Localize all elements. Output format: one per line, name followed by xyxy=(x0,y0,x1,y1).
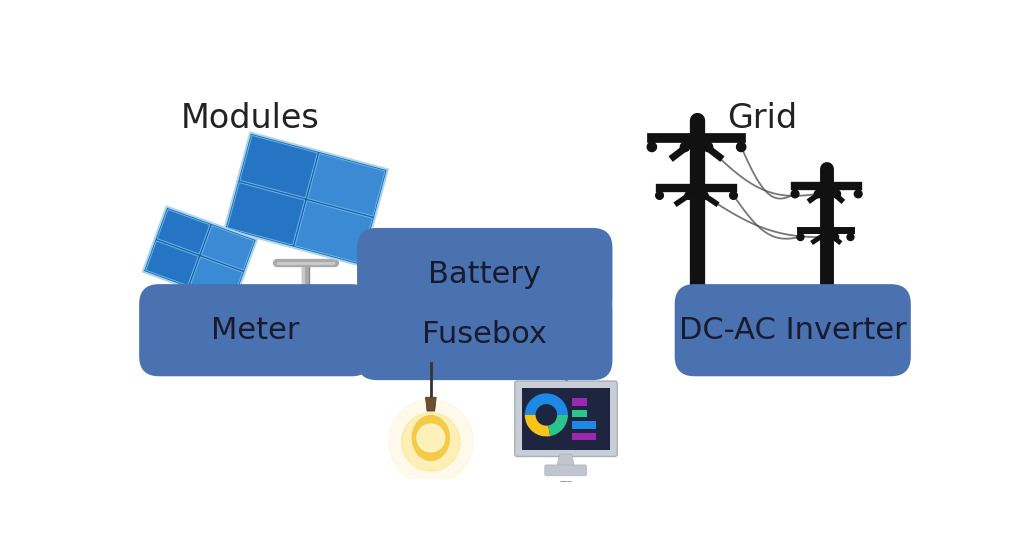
FancyBboxPatch shape xyxy=(139,284,372,376)
Polygon shape xyxy=(196,292,202,318)
Polygon shape xyxy=(202,225,254,270)
FancyBboxPatch shape xyxy=(571,421,596,429)
Polygon shape xyxy=(189,257,243,302)
Circle shape xyxy=(854,190,862,198)
Text: Battery: Battery xyxy=(428,259,542,288)
Polygon shape xyxy=(224,132,388,266)
Circle shape xyxy=(401,413,460,471)
Polygon shape xyxy=(301,261,309,306)
Circle shape xyxy=(833,190,841,198)
FancyBboxPatch shape xyxy=(571,409,587,417)
Circle shape xyxy=(792,190,799,198)
Circle shape xyxy=(831,233,839,240)
Text: DC-AC Inverter: DC-AC Inverter xyxy=(679,316,906,345)
Circle shape xyxy=(847,233,854,240)
Text: Meter: Meter xyxy=(211,316,300,345)
Polygon shape xyxy=(295,201,373,263)
FancyBboxPatch shape xyxy=(357,288,612,380)
Polygon shape xyxy=(307,153,385,216)
Circle shape xyxy=(730,192,737,199)
Circle shape xyxy=(685,192,692,199)
Text: Fusebox: Fusebox xyxy=(422,320,547,349)
Text: ___: ___ xyxy=(559,473,572,483)
Circle shape xyxy=(700,192,708,199)
FancyBboxPatch shape xyxy=(521,388,610,450)
Polygon shape xyxy=(425,397,436,411)
FancyBboxPatch shape xyxy=(545,465,587,476)
Text: Grid: Grid xyxy=(727,102,797,134)
FancyBboxPatch shape xyxy=(515,381,617,456)
Wedge shape xyxy=(524,393,568,415)
FancyBboxPatch shape xyxy=(571,433,596,440)
Circle shape xyxy=(417,424,444,452)
Polygon shape xyxy=(145,241,199,286)
Circle shape xyxy=(797,233,804,240)
Circle shape xyxy=(814,190,822,198)
Circle shape xyxy=(388,400,473,484)
Polygon shape xyxy=(556,454,574,470)
Text: Modules: Modules xyxy=(180,102,319,134)
Wedge shape xyxy=(548,415,568,436)
Circle shape xyxy=(703,143,713,152)
FancyBboxPatch shape xyxy=(357,228,612,320)
Wedge shape xyxy=(524,415,550,436)
FancyBboxPatch shape xyxy=(571,398,587,406)
Polygon shape xyxy=(158,209,210,254)
Polygon shape xyxy=(240,136,317,198)
Circle shape xyxy=(736,143,745,152)
Polygon shape xyxy=(142,207,257,305)
Circle shape xyxy=(655,192,664,199)
FancyBboxPatch shape xyxy=(675,284,910,376)
Polygon shape xyxy=(227,182,305,245)
Circle shape xyxy=(680,143,689,152)
Circle shape xyxy=(647,143,656,152)
Ellipse shape xyxy=(412,415,451,461)
